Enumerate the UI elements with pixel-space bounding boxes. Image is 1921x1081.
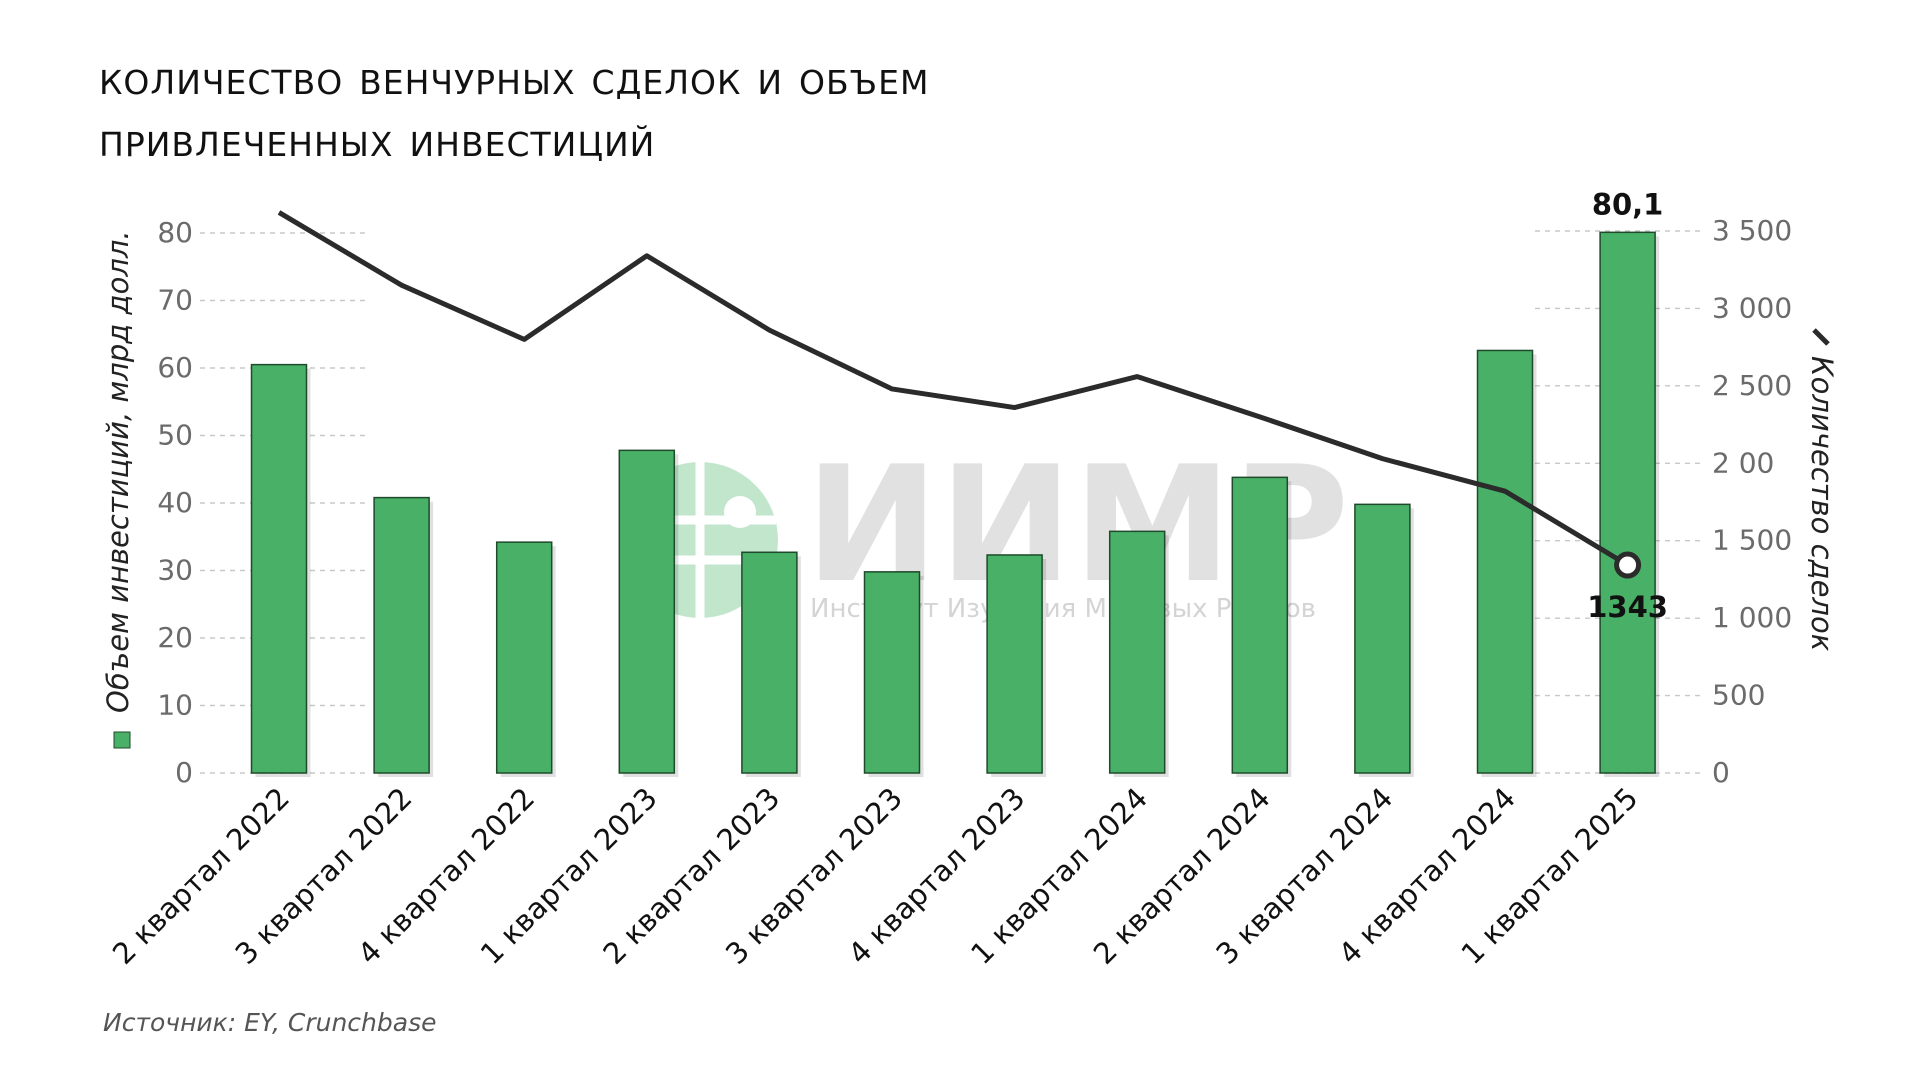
chart-title-line-1: Количество венчурных сделок и объем bbox=[99, 51, 930, 106]
line-path bbox=[277, 210, 1629, 568]
bar-series bbox=[250, 231, 1660, 777]
left-tick-label: 20 bbox=[157, 621, 193, 654]
right-axis-ticks: 0 500 1 000 1 500 2 00 2 500 3 000 3 500 bbox=[1712, 214, 1792, 789]
bar bbox=[741, 551, 798, 774]
data-labels: 80,1 1343 bbox=[1587, 187, 1668, 624]
source-note: Источник: EY, Crunchbase bbox=[103, 1008, 437, 1037]
bar-value-label: 80,1 bbox=[1592, 187, 1664, 221]
right-tick-label: 1 000 bbox=[1712, 601, 1792, 634]
chart-title-line-2: привлеченных инвестиций bbox=[99, 113, 656, 168]
right-axis-label: Количество сделок bbox=[1805, 356, 1839, 652]
chart-title: Количество венчурных сделок и объем прив… bbox=[99, 48, 1399, 172]
right-tick-label: 0 bbox=[1712, 756, 1730, 789]
right-tick-label: 2 00 bbox=[1712, 446, 1774, 479]
left-axis-title: Объем инвестиций, млрд долл. bbox=[101, 230, 135, 749]
bar bbox=[986, 554, 1043, 774]
left-tick-label: 40 bbox=[157, 486, 193, 519]
left-legend-swatch bbox=[113, 731, 131, 749]
left-tick-label: 60 bbox=[157, 351, 193, 384]
left-axis-label: Объем инвестиций, млрд долл. bbox=[101, 230, 135, 713]
left-tick-label: 10 bbox=[157, 689, 193, 722]
bar bbox=[1354, 503, 1411, 774]
bar bbox=[863, 571, 921, 774]
line-value-label: 1343 bbox=[1587, 590, 1668, 624]
bar bbox=[1599, 231, 1656, 774]
line-series bbox=[277, 210, 1642, 579]
left-tick-label: 70 bbox=[157, 284, 193, 317]
bar bbox=[618, 449, 676, 774]
line-end-point bbox=[1614, 551, 1642, 579]
bar bbox=[1476, 349, 1534, 774]
right-tick-label: 3 000 bbox=[1712, 291, 1792, 324]
left-tick-label: 80 bbox=[157, 216, 193, 249]
left-axis-ticks: 0 10 20 30 40 50 60 70 80 bbox=[157, 216, 193, 789]
right-legend-swatch bbox=[1812, 328, 1830, 346]
bar bbox=[1231, 476, 1289, 774]
bar bbox=[1108, 530, 1166, 774]
bar bbox=[373, 496, 430, 774]
left-tick-label: 30 bbox=[157, 554, 193, 587]
left-tick-label: 0 bbox=[175, 756, 193, 789]
bar bbox=[250, 363, 308, 774]
right-tick-label: 1 500 bbox=[1712, 524, 1792, 557]
left-tick-label: 50 bbox=[157, 419, 193, 452]
right-axis-title: Количество сделок bbox=[1805, 328, 1839, 652]
bar bbox=[495, 541, 553, 774]
right-tick-label: 2 500 bbox=[1712, 369, 1792, 402]
right-tick-label: 3 500 bbox=[1712, 214, 1792, 247]
right-tick-label: 500 bbox=[1712, 679, 1765, 712]
